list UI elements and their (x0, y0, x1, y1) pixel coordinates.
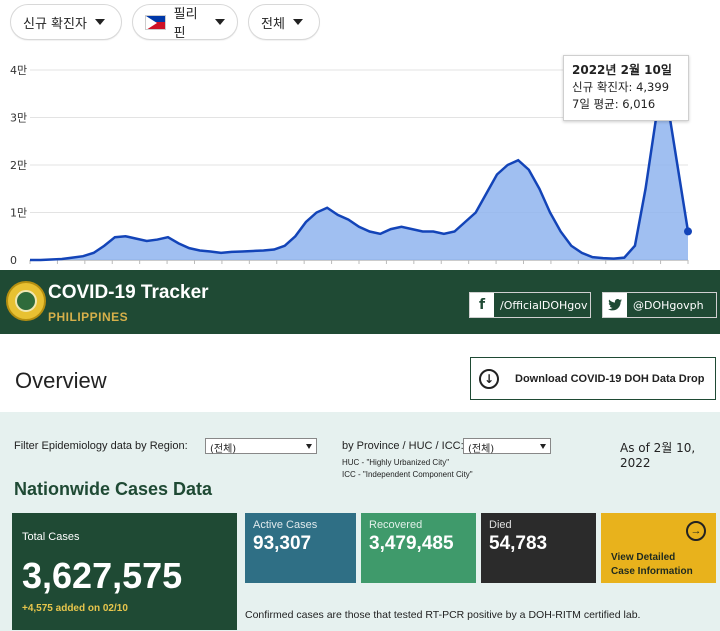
latest-point-marker (684, 227, 692, 236)
recovered-label: Recovered (369, 519, 423, 531)
died-card: Died 54,783 (481, 513, 596, 583)
y-tick-label: 0 (10, 254, 17, 267)
twitter-handle: @DOHgovph (633, 298, 704, 312)
y-tick-label: 1만 (10, 207, 27, 220)
twitter-link[interactable]: @DOHgovph (602, 292, 717, 318)
nationwide-title: Nationwide Cases Data (14, 479, 213, 499)
metric-dropdown-label: 신규 확진자 (23, 16, 87, 32)
province-select[interactable]: (전체) (463, 438, 551, 455)
overview-title: Overview (15, 368, 107, 393)
download-button-label: Download COVID-19 DOH Data Drop (515, 372, 705, 385)
metric-dropdown[interactable]: 신규 확진자 (10, 4, 122, 40)
y-tick-label: 2만 (10, 159, 27, 172)
view-detailed-case-button[interactable]: → View Detailed Case Information (601, 513, 716, 583)
doh-header: COVID-19 Tracker PHILIPPINES f /Official… (0, 270, 720, 334)
tracker-title: COVID-19 Tracker (48, 282, 209, 303)
range-dropdown[interactable]: 전체 (248, 4, 320, 40)
province-select-value: (전체) (468, 444, 495, 455)
huc-note: HUC - "Highly Urbanized City" (342, 458, 450, 467)
philippines-flag-icon (145, 14, 166, 30)
active-cases-card: Active Cases 93,307 (245, 513, 356, 583)
region-select[interactable]: (전체) (205, 438, 317, 455)
twitter-icon (603, 293, 627, 317)
total-cases-added: +4,575 added on 02/10 (22, 603, 128, 614)
nationwide-panel: Filter Epidemiology data by Region: (전체)… (0, 412, 720, 631)
tooltip-date: 2022년 2월 10일 (572, 63, 672, 77)
chevron-down-icon (215, 19, 225, 25)
region-filter-label: Filter Epidemiology data by Region: (14, 440, 188, 452)
total-cases-value: 3,627,575 (22, 555, 183, 596)
active-cases-value: 93,307 (253, 533, 312, 554)
icc-note: ICC - "Independent Component City" (342, 470, 473, 479)
facebook-link[interactable]: f /OfficialDOHgov (469, 292, 591, 318)
doh-seal-logo (6, 281, 46, 321)
country-dropdown-label: 필리핀 (173, 7, 198, 41)
chevron-down-icon (306, 444, 312, 449)
chevron-down-icon (94, 19, 105, 25)
y-tick-label: 3만 (10, 112, 27, 125)
province-filter-label: by Province / HUC / ICC: (342, 440, 464, 452)
chart-filters: 신규 확진자 필리핀 전체 (0, 0, 720, 46)
country-dropdown[interactable]: 필리핀 (132, 4, 238, 41)
download-data-drop-button[interactable]: ↓ Download COVID-19 DOH Data Drop (470, 357, 716, 400)
range-dropdown-label: 전체 (261, 16, 285, 32)
total-cases-card: Total Cases 3,627,575 +4,575 added on 02… (12, 513, 237, 630)
recovered-value: 3,479,485 (369, 533, 454, 554)
seven-day-average-line (30, 94, 690, 262)
tracker-subtitle: PHILIPPINES (48, 310, 129, 324)
chevron-down-icon (540, 444, 546, 449)
view-detailed-label: View Detailed Case Information (611, 552, 693, 577)
died-label: Died (489, 519, 512, 531)
as-of-date: As of 2월 10, 2022 (620, 441, 696, 470)
y-tick-label: 4만 (10, 64, 27, 77)
confirmed-cases-note: Confirmed cases are those that tested RT… (245, 609, 641, 621)
recovered-card: Recovered 3,479,485 (361, 513, 476, 583)
tooltip-average: 7일 평균: 6,016 (572, 97, 656, 111)
active-cases-label: Active Cases (253, 519, 318, 531)
download-icon: ↓ (479, 368, 499, 389)
chart-tooltip: 2022년 2월 10일 신규 확진자: 4,399 7일 평균: 6,016 (563, 55, 689, 121)
tooltip-cases: 신규 확진자: 4,399 (572, 80, 670, 94)
region-select-value: (전체) (210, 444, 237, 455)
cases-area (30, 98, 688, 260)
chevron-down-icon (292, 19, 303, 25)
died-value: 54,783 (489, 533, 548, 554)
facebook-handle: /OfficialDOHgov (500, 298, 588, 312)
total-cases-label: Total Cases (22, 531, 80, 543)
facebook-icon: f (470, 293, 494, 317)
arrow-right-icon: → (686, 521, 706, 541)
